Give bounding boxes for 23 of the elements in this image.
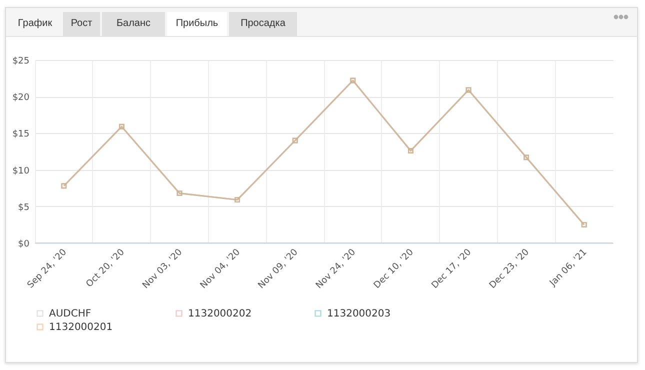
legend-label: 1132000202 [188,308,252,320]
x-tick-label: Dec 23, '20 [488,247,532,291]
text: Рост [63,12,100,36]
y-tick-label: $20 [12,93,30,104]
y-tick-label: $10 [12,166,30,176]
text: Прибыль [167,12,227,36]
x-tick-label: Dec 17, '20 [430,247,474,291]
x-tick-label: Sep 24, '20 [26,247,70,291]
x-tick-label: Oct 20, '20 [84,247,127,290]
legend-label: AUDCHF [49,308,92,320]
x-tick-label: Nov 04, '20 [198,247,243,292]
y-tick-label: $15 [12,130,30,140]
text: Баланс [102,12,165,36]
text: График [16,17,54,31]
y-tick-label: $5 [18,202,30,213]
legend-label: 1132000203 [327,308,391,320]
legend-label: 1132000201 [49,322,113,333]
x-tick-label: Nov 24, '20 [314,247,358,292]
x-tick-label: Jan 06, '21 [548,248,590,290]
y-tick-label: $25 [12,56,30,66]
text: Просадка [229,12,297,36]
x-tick-label: Dec 10, '20 [372,247,416,291]
y-tick-label: $0 [18,240,30,250]
